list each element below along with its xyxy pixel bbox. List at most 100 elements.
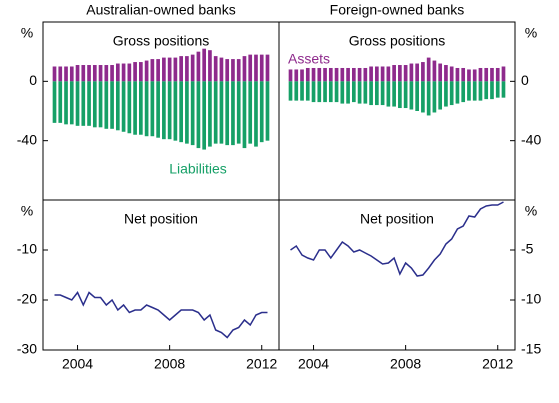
series-label: Liabilities: [169, 161, 227, 177]
series-label: Assets: [288, 51, 330, 67]
bar: [133, 62, 137, 82]
bar: [455, 81, 460, 104]
bar: [484, 81, 489, 100]
bar: [478, 81, 483, 101]
bar: [133, 81, 137, 135]
bar: [375, 81, 379, 106]
bar: [449, 81, 454, 106]
line: [290, 201, 504, 277]
bar: [167, 57, 172, 82]
bar: [231, 59, 235, 82]
bar: [415, 81, 419, 111]
x-tick-label: 2004: [62, 356, 93, 372]
y-unit: %: [21, 25, 33, 41]
bar: [472, 69, 477, 82]
x-tick-label: 2008: [390, 356, 421, 372]
bar: [213, 81, 218, 144]
bar: [346, 67, 350, 82]
bar: [369, 81, 373, 106]
bar: [386, 66, 391, 82]
bar: [386, 81, 391, 107]
bar: [288, 81, 293, 101]
bar: [115, 81, 120, 131]
bar: [380, 81, 385, 106]
bar: [449, 66, 454, 82]
y-tick-label: -20: [17, 291, 37, 307]
bar: [484, 67, 489, 82]
bar: [87, 81, 91, 126]
bar: [81, 65, 86, 82]
bar: [478, 67, 483, 82]
bar: [415, 63, 419, 82]
bar: [225, 59, 230, 82]
bar: [398, 81, 402, 109]
bar: [444, 81, 448, 107]
bar: [248, 54, 253, 82]
bar: [121, 81, 126, 132]
bar: [438, 63, 443, 82]
bar: [87, 65, 91, 82]
bar: [328, 81, 333, 103]
bar: [98, 65, 103, 82]
bar: [208, 81, 212, 147]
bar: [467, 69, 471, 82]
bar: [98, 81, 103, 128]
bar: [254, 54, 258, 82]
bar: [167, 81, 172, 140]
bar: [363, 81, 368, 104]
bar: [403, 81, 408, 109]
y-tick-label: -5: [521, 241, 534, 257]
bar: [179, 81, 183, 143]
bar: [305, 81, 310, 101]
bar: [242, 56, 247, 82]
bar: [432, 60, 437, 82]
bar: [144, 81, 149, 137]
bar: [501, 66, 506, 82]
bar: [340, 81, 345, 104]
x-tick-label: 2012: [246, 356, 277, 372]
bar: [58, 81, 63, 123]
bar: [495, 67, 500, 82]
y-unit: %: [525, 25, 537, 41]
bar: [467, 81, 471, 101]
bar: [426, 81, 431, 116]
y-tick-label: -10: [17, 241, 37, 257]
bar: [426, 57, 431, 82]
bar: [213, 56, 218, 82]
bar: [392, 65, 396, 82]
bar: [461, 67, 466, 82]
column-title: Foreign-owned banks: [330, 2, 465, 18]
x-tick-label: 2004: [298, 356, 329, 372]
bar: [259, 54, 264, 82]
bar: [392, 81, 396, 107]
panel-title: Gross positions: [113, 33, 209, 49]
bar: [328, 67, 333, 82]
bar: [179, 56, 183, 82]
bar: [380, 66, 385, 82]
bar: [156, 59, 160, 82]
bar: [115, 63, 120, 82]
bar: [144, 60, 149, 82]
bar: [317, 67, 322, 82]
bar: [490, 67, 494, 82]
bar: [156, 81, 160, 138]
bar: [242, 81, 247, 149]
bar: [219, 81, 224, 144]
panel-title: Gross positions: [349, 33, 445, 49]
bar: [121, 63, 126, 82]
bar: [438, 81, 443, 110]
bar: [150, 59, 155, 82]
bar: [311, 81, 316, 103]
bar: [92, 65, 97, 82]
bar: [288, 69, 293, 82]
bar: [225, 81, 230, 146]
bar: [58, 66, 63, 82]
bar: [444, 65, 448, 82]
bar: [139, 81, 143, 135]
bar: [92, 81, 97, 128]
bar: [369, 66, 373, 82]
bar: [375, 66, 379, 82]
bar: [334, 81, 339, 103]
bar: [363, 67, 368, 82]
